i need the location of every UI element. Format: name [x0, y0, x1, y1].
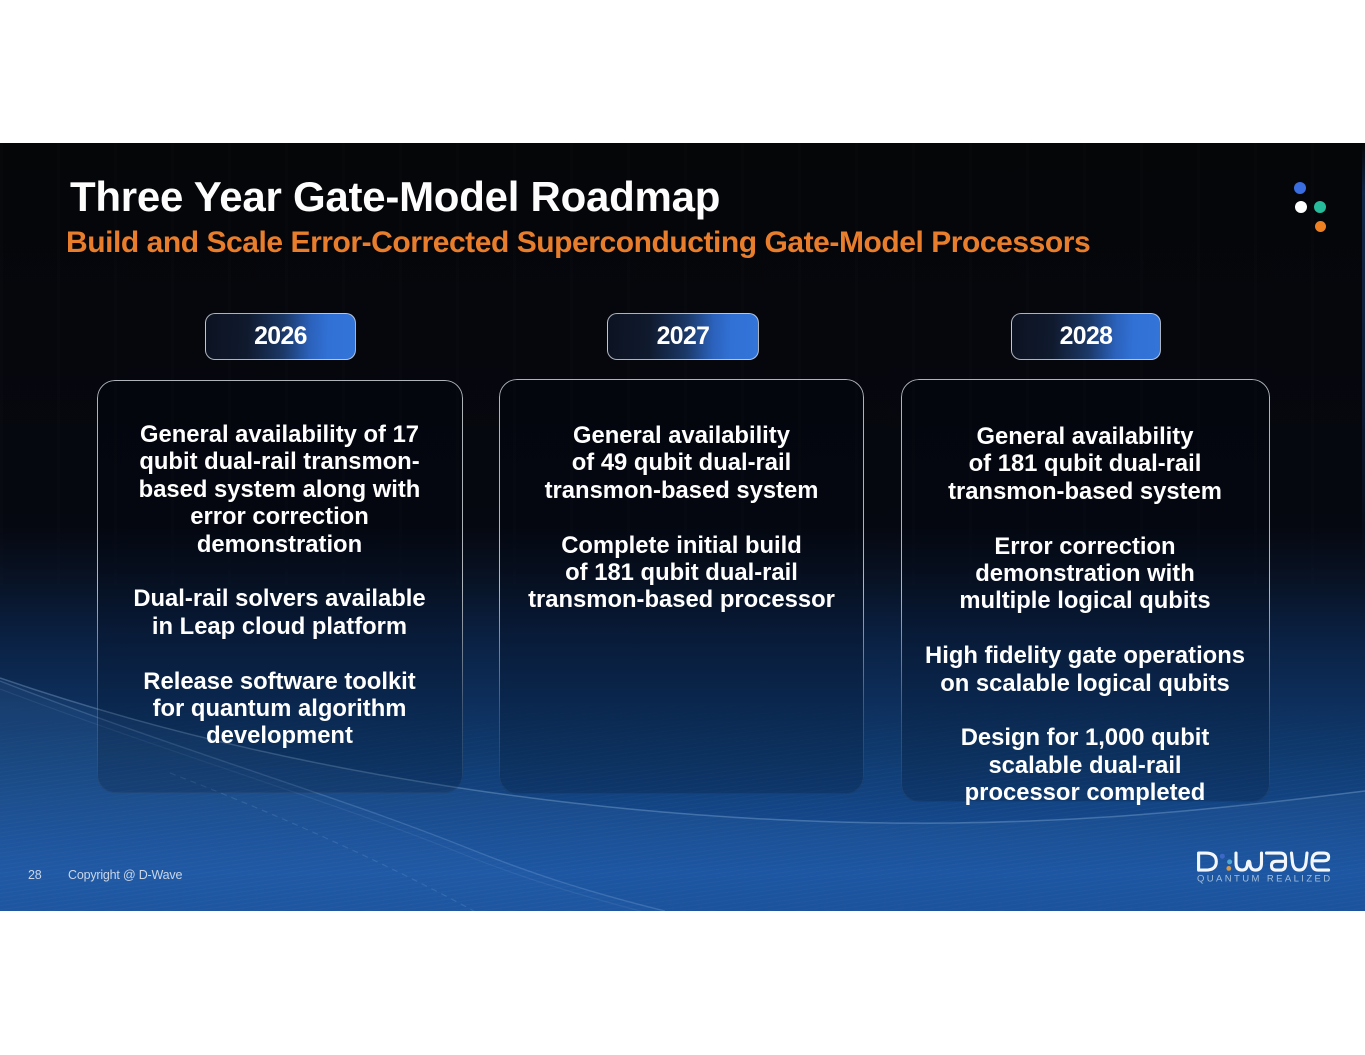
svg-text:QUANTUM REALIZED.: QUANTUM REALIZED.	[1197, 874, 1332, 885]
